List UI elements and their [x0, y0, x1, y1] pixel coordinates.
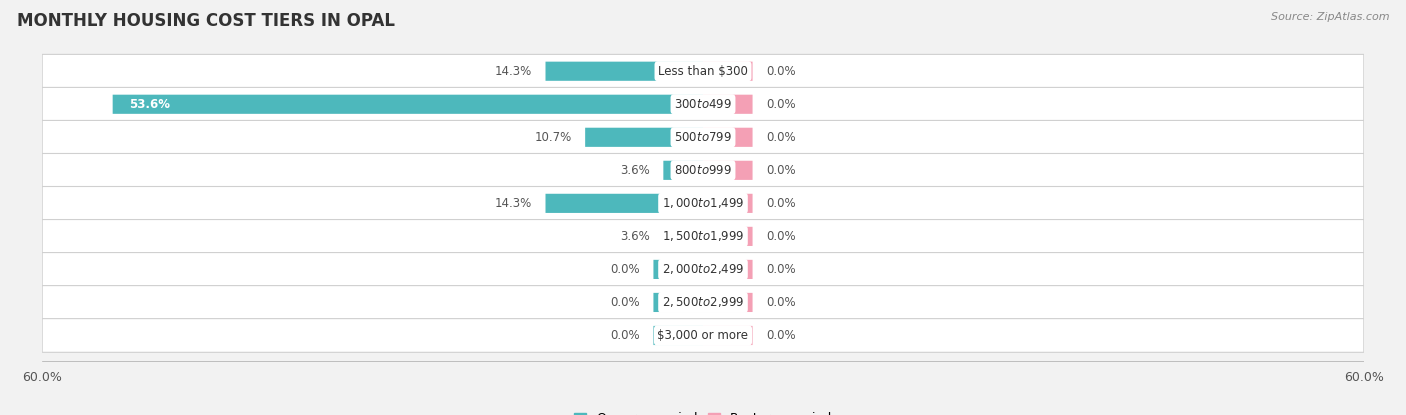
FancyBboxPatch shape [654, 260, 703, 279]
Text: $3,000 or more: $3,000 or more [658, 329, 748, 342]
FancyBboxPatch shape [664, 227, 703, 246]
FancyBboxPatch shape [42, 286, 1364, 319]
Text: 0.0%: 0.0% [766, 296, 796, 309]
Text: 0.0%: 0.0% [766, 329, 796, 342]
FancyBboxPatch shape [664, 161, 703, 180]
Text: $800 to $999: $800 to $999 [673, 164, 733, 177]
Text: 0.0%: 0.0% [766, 98, 796, 111]
Text: 0.0%: 0.0% [766, 230, 796, 243]
FancyBboxPatch shape [703, 62, 752, 81]
FancyBboxPatch shape [42, 220, 1364, 253]
FancyBboxPatch shape [546, 62, 703, 81]
FancyBboxPatch shape [42, 253, 1364, 286]
FancyBboxPatch shape [703, 326, 752, 345]
FancyBboxPatch shape [703, 161, 752, 180]
FancyBboxPatch shape [703, 194, 752, 213]
Text: 0.0%: 0.0% [610, 329, 640, 342]
FancyBboxPatch shape [42, 54, 1364, 88]
FancyBboxPatch shape [703, 227, 752, 246]
Text: 3.6%: 3.6% [620, 164, 650, 177]
Text: 53.6%: 53.6% [129, 98, 170, 111]
Text: 10.7%: 10.7% [534, 131, 572, 144]
Text: 0.0%: 0.0% [610, 296, 640, 309]
Text: $300 to $499: $300 to $499 [673, 98, 733, 111]
Text: MONTHLY HOUSING COST TIERS IN OPAL: MONTHLY HOUSING COST TIERS IN OPAL [17, 12, 395, 30]
Text: Source: ZipAtlas.com: Source: ZipAtlas.com [1271, 12, 1389, 22]
FancyBboxPatch shape [546, 194, 703, 213]
Text: $500 to $799: $500 to $799 [673, 131, 733, 144]
Text: $1,500 to $1,999: $1,500 to $1,999 [662, 229, 744, 243]
FancyBboxPatch shape [654, 326, 703, 345]
FancyBboxPatch shape [112, 95, 703, 114]
Text: 14.3%: 14.3% [495, 65, 533, 78]
FancyBboxPatch shape [654, 293, 703, 312]
Text: 0.0%: 0.0% [766, 164, 796, 177]
Text: 0.0%: 0.0% [610, 263, 640, 276]
Text: $2,500 to $2,999: $2,500 to $2,999 [662, 295, 744, 310]
Legend: Owner-occupied, Renter-occupied: Owner-occupied, Renter-occupied [568, 407, 838, 415]
Text: $2,000 to $2,499: $2,000 to $2,499 [662, 262, 744, 276]
FancyBboxPatch shape [585, 128, 703, 147]
Text: 3.6%: 3.6% [620, 230, 650, 243]
FancyBboxPatch shape [703, 128, 752, 147]
Text: 0.0%: 0.0% [766, 65, 796, 78]
FancyBboxPatch shape [703, 260, 752, 279]
FancyBboxPatch shape [42, 154, 1364, 187]
Text: 14.3%: 14.3% [495, 197, 533, 210]
Text: 0.0%: 0.0% [766, 263, 796, 276]
FancyBboxPatch shape [42, 186, 1364, 220]
FancyBboxPatch shape [42, 319, 1364, 352]
Text: 0.0%: 0.0% [766, 131, 796, 144]
Text: 0.0%: 0.0% [766, 197, 796, 210]
FancyBboxPatch shape [703, 95, 752, 114]
Text: $1,000 to $1,499: $1,000 to $1,499 [662, 196, 744, 210]
FancyBboxPatch shape [703, 293, 752, 312]
FancyBboxPatch shape [42, 120, 1364, 154]
Text: Less than $300: Less than $300 [658, 65, 748, 78]
FancyBboxPatch shape [42, 88, 1364, 121]
